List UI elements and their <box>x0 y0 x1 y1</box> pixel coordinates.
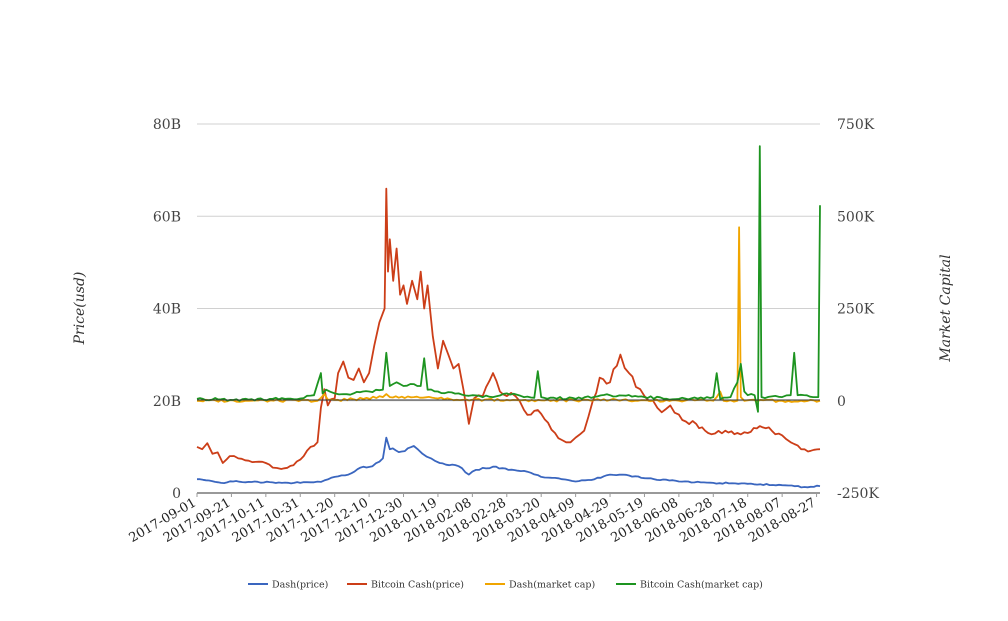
y-tick-label-left: 20B <box>153 394 181 410</box>
y-tick-label-right: 750K <box>837 117 875 133</box>
series-lines <box>196 145 821 489</box>
y-axis-title-right: Market Capital <box>938 254 954 362</box>
y-axis-title-left: Price(usd) <box>72 272 88 346</box>
legend: Dash(price) Bitcoin Cash(price) Dash(marke… <box>248 580 763 591</box>
y-tick-label-right: -250K <box>837 486 879 502</box>
grid-lines <box>197 123 820 494</box>
series-line <box>197 436 821 489</box>
legend-entry: Dash(market cap) <box>509 580 595 591</box>
legend-entry: Dash(price) <box>272 580 328 591</box>
y-tick-label-left: 80B <box>153 117 181 133</box>
y-tick-label-left: 60B <box>153 209 181 225</box>
y-tick-label-right: 500K <box>837 209 875 225</box>
series-line <box>196 187 821 470</box>
legend-entry: Bitcoin Cash(market cap) <box>640 580 763 591</box>
legend-entry: Bitcoin Cash(price) <box>371 580 464 591</box>
y-tick-label-left: 0 <box>172 486 181 502</box>
y-tick-label-right: 250K <box>837 302 875 318</box>
series-line <box>196 145 821 413</box>
series-line <box>196 226 821 403</box>
y-tick-label-left: 40B <box>153 302 181 318</box>
y-tick-label-right: 0 <box>837 394 846 410</box>
